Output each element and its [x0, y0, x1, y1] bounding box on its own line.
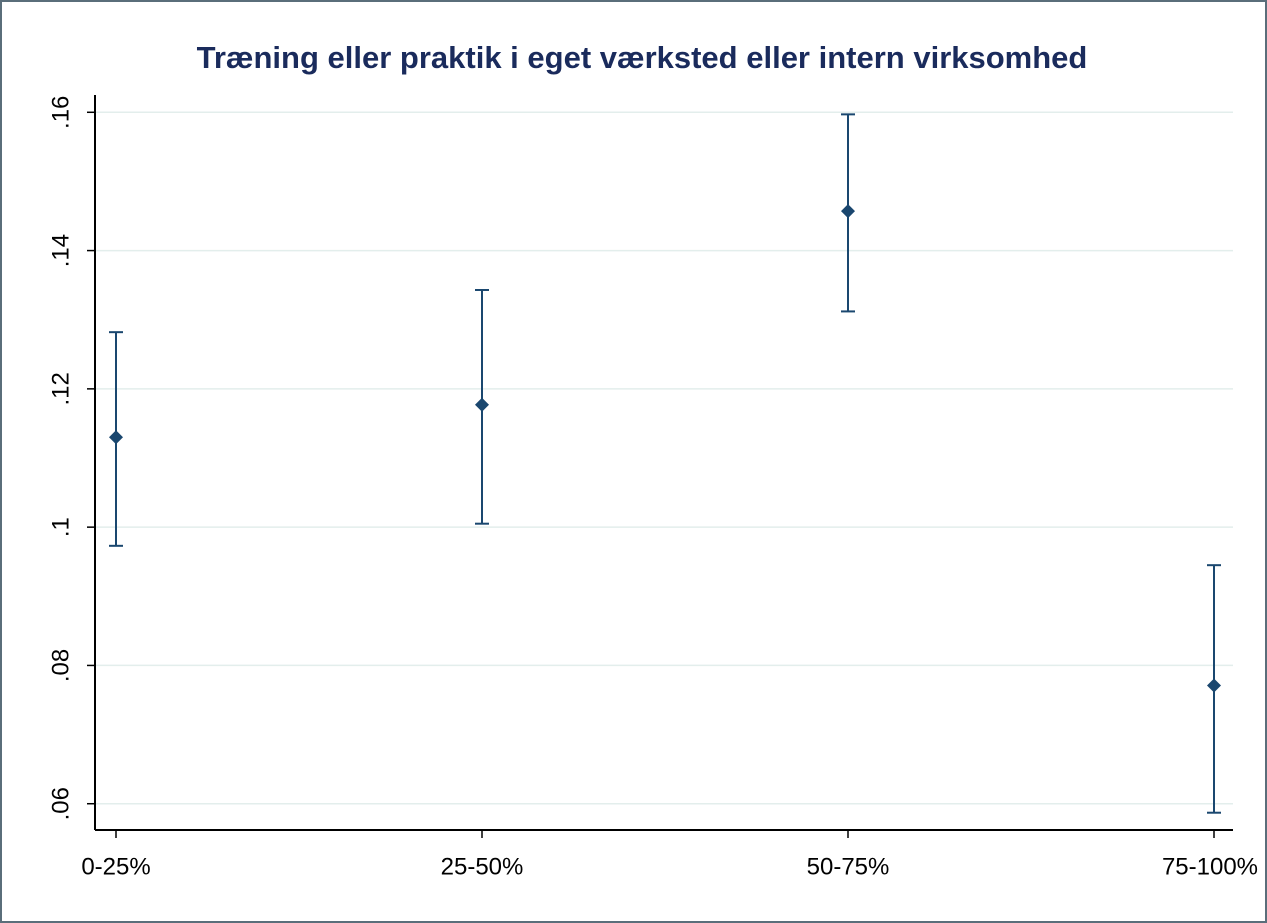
y-tick-label: .16 [47, 96, 74, 129]
point [1207, 678, 1221, 693]
y-tick-label: .12 [47, 372, 74, 405]
point [475, 397, 489, 412]
x-tick-label: 50-75% [807, 853, 890, 880]
y-tick-label: .1 [47, 517, 74, 537]
y-tick-label: .08 [47, 649, 74, 682]
x-tick-label: 75-100% [1162, 853, 1258, 880]
x-tick-label: 0-25% [81, 853, 150, 880]
chart-title: Træning eller praktik i eget værksted el… [197, 40, 1088, 75]
point [109, 430, 123, 445]
y-tick-label: .14 [47, 234, 74, 267]
y-tick-label: .06 [47, 787, 74, 820]
point [841, 204, 855, 219]
x-tick-label: 25-50% [441, 853, 524, 880]
